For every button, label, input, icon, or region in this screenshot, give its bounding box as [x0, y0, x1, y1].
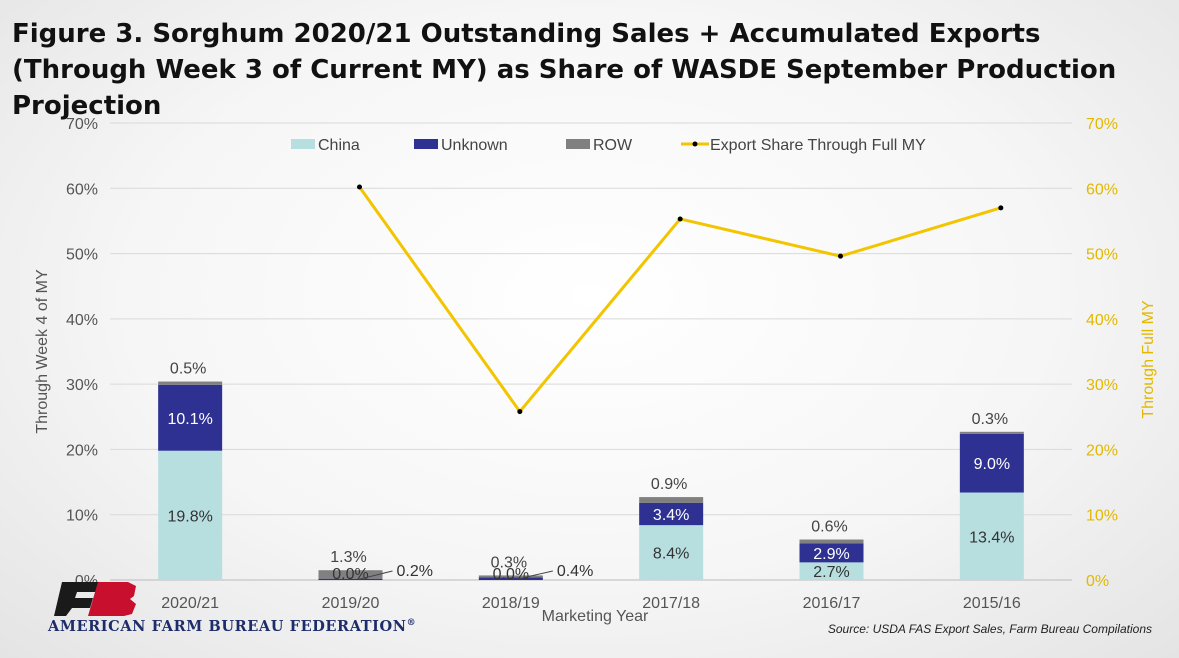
- bar-china-4: [799, 562, 864, 580]
- y-tick-label: 20%: [66, 442, 98, 459]
- x-tick-label: 2020/21: [161, 595, 219, 612]
- data-label-unknown: 0.4%: [557, 563, 593, 580]
- bar-row-2: [478, 575, 543, 578]
- bar-unknown-4: [799, 543, 864, 563]
- x-axis: Marketing Year 2020/21 2019/20 2018/19 2017/…: [161, 595, 1021, 625]
- data-label-row: 0.9%: [651, 476, 687, 493]
- x-tick-label: 2019/20: [322, 595, 380, 612]
- data-label-unknown: 10.1%: [167, 411, 212, 428]
- left-y-axis: 0%10%20%30%40%50%60%70%Through Week 4 of…: [34, 116, 98, 590]
- leader-line: [518, 570, 553, 580]
- data-label-row: 0.3%: [491, 554, 527, 571]
- stacked-bars: [158, 381, 1024, 580]
- y2-tick-label: 40%: [1086, 312, 1118, 329]
- export-share-line: [357, 184, 1004, 415]
- y2-tick-label: 20%: [1086, 442, 1118, 459]
- bar-row-4: [799, 539, 864, 544]
- fb-logo-icon: [54, 582, 136, 616]
- source-note: Source: USDA FAS Export Sales, Farm Bure…: [827, 622, 1152, 636]
- bar-unknown-5: [959, 433, 1024, 493]
- legend-label-2: ROW: [593, 137, 633, 154]
- org-name: AMERICAN FARM BUREAU FEDERATION®: [48, 618, 417, 635]
- legend-swatch-2: [566, 139, 590, 149]
- legend-swatch-1: [414, 139, 438, 149]
- y2-tick-label: 0%: [1086, 573, 1109, 590]
- y2-tick-label: 10%: [1086, 508, 1118, 525]
- y2-tick-label: 70%: [1086, 116, 1118, 133]
- y-tick-label: 60%: [66, 181, 98, 198]
- y2-tick-label: 60%: [1086, 181, 1118, 198]
- data-label-china: 13.4%: [969, 529, 1014, 546]
- data-labels: 19.8%10.1%0.5%0.0% 0.2%1.3%0.0% 0.4%0.3%8.…: [167, 361, 1014, 583]
- data-label-unknown: 2.9%: [813, 546, 849, 563]
- legend-label-1: Unknown: [441, 137, 508, 154]
- data-label-china: 2.7%: [813, 564, 849, 581]
- bar-row-1: [318, 570, 383, 579]
- data-label-unknown: 0.2%: [397, 563, 433, 580]
- bar-china-0: [158, 450, 223, 580]
- data-label-china: 8.4%: [653, 546, 689, 563]
- legend: China Unknown ROW Export Share Through Full…: [291, 137, 926, 154]
- right-y-axis: 0% 10% 20% 30% 40% 50% 60% 70% Through Full MY: [1086, 116, 1157, 590]
- x-tick-label: 2018/19: [482, 595, 540, 612]
- gridlines: [110, 122, 1072, 581]
- bar-unknown-2: [478, 577, 543, 580]
- bar-china-3: [639, 525, 704, 580]
- y2-tick-label: 30%: [1086, 377, 1118, 394]
- data-label-unknown: 3.4%: [653, 507, 689, 524]
- bar-row-5: [959, 431, 1024, 434]
- y-tick-label: 70%: [66, 116, 98, 133]
- line-point: [677, 216, 683, 222]
- legend-marker-3: [692, 141, 698, 147]
- leader-line: [358, 570, 393, 580]
- bar-unknown-3: [639, 502, 704, 526]
- bar-row-3: [639, 497, 704, 503]
- y-tick-label: 40%: [66, 312, 98, 329]
- data-label-unknown: 9.0%: [974, 456, 1010, 473]
- legend-label-3: Export Share Through Full MY: [710, 137, 926, 154]
- y2-tick-label: 50%: [1086, 247, 1118, 264]
- x-tick-label: 2016/17: [803, 595, 861, 612]
- line-point: [838, 253, 843, 259]
- line-point: [357, 184, 362, 190]
- data-label-row: 1.3%: [330, 549, 366, 566]
- x-tick-label: 2015/16: [963, 595, 1021, 612]
- legend-label-0: China: [318, 137, 360, 154]
- line-point: [998, 205, 1004, 211]
- x-axis-title: Marketing Year: [542, 608, 649, 625]
- data-label-row: 0.5%: [170, 361, 206, 378]
- legend-swatch-0: [291, 139, 315, 149]
- y-tick-label: 50%: [66, 247, 98, 264]
- data-label-row: 0.3%: [972, 411, 1008, 428]
- bar-unknown-1: [318, 578, 383, 580]
- y2-axis-title: Through Full MY: [1140, 300, 1157, 419]
- bar-row-0: [158, 381, 223, 385]
- line-point: [517, 409, 523, 415]
- y-axis-title: Through Week 4 of MY: [34, 269, 51, 434]
- y-tick-label: 10%: [66, 508, 98, 525]
- bar-unknown-0: [158, 384, 223, 451]
- data-label-china: 19.8%: [167, 508, 212, 525]
- x-tick-label: 2017/18: [642, 595, 700, 612]
- y-tick-label: 30%: [66, 377, 98, 394]
- chart-title: Figure 3. Sorghum 2020/21 Outstanding Sa…: [12, 19, 1117, 121]
- data-label-row: 0.6%: [811, 519, 847, 536]
- bar-china-5: [959, 492, 1024, 580]
